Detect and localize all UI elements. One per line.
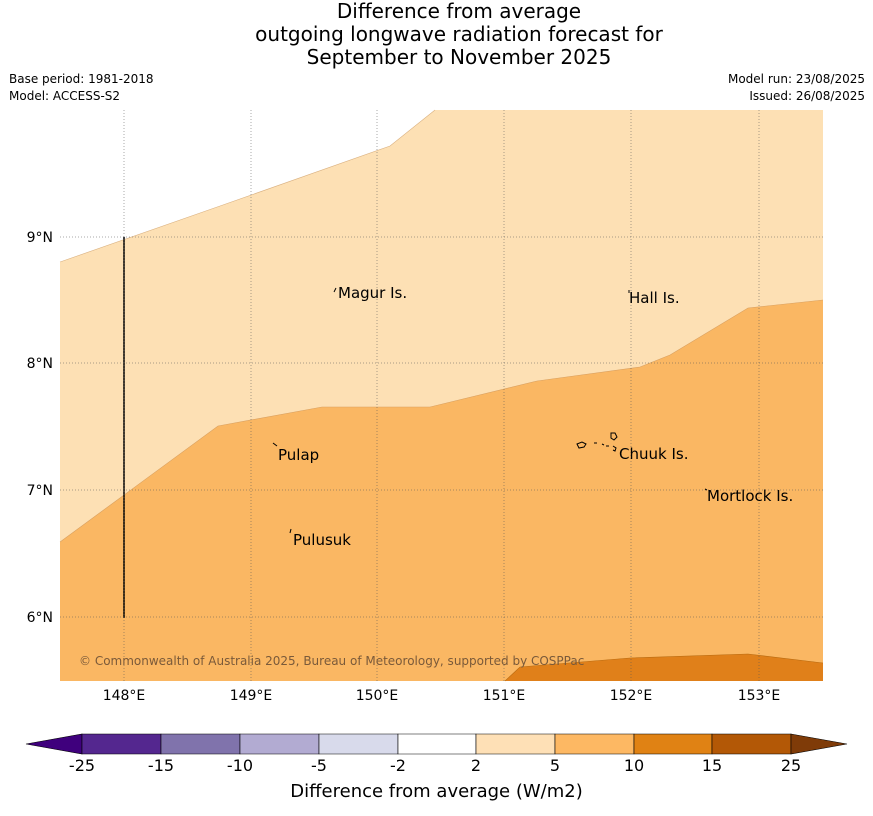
base-period-text: Base period: 1981-2018 xyxy=(9,72,154,86)
lat-tick-label: 7°N xyxy=(27,483,53,499)
colorbar-tick-label: -2 xyxy=(390,756,406,775)
magur-island xyxy=(333,287,337,293)
model-text: Model: ACCESS-S2 xyxy=(9,89,121,103)
colorbar-extend-low xyxy=(25,733,83,755)
lat-tick-label: 9°N xyxy=(27,230,53,246)
colorbar-segment xyxy=(160,733,241,755)
colorbar-segment xyxy=(475,733,556,755)
lon-tick-label: 149°E xyxy=(230,688,273,704)
colorbar-segment xyxy=(633,733,713,755)
label-magur: Magur Is. xyxy=(338,284,407,302)
white-corner xyxy=(60,110,435,262)
map-panel: Magur Is. Hall Is. Pulap Chuuk Is. Mortl… xyxy=(59,109,824,682)
colorbar-segment xyxy=(397,733,477,755)
gridlines xyxy=(60,110,823,681)
pulap-island xyxy=(272,442,278,447)
mortlock-island xyxy=(704,488,708,491)
pulusuk-island xyxy=(289,528,292,534)
contour-boundary-top xyxy=(59,109,436,263)
colorbar-tick-label: 5 xyxy=(549,756,561,775)
label-pulap: Pulap xyxy=(278,446,319,464)
lon-tick-label: 152°E xyxy=(610,688,653,704)
label-mortlock: Mortlock Is. xyxy=(707,487,793,505)
lon-tick-label: 148°E xyxy=(103,688,146,704)
colorbar xyxy=(25,733,848,755)
colorbar-tick-label: 15 xyxy=(701,756,723,775)
title-line-3: September to November 2025 xyxy=(306,45,612,69)
label-pulusuk: Pulusuk xyxy=(293,531,351,549)
colorbar-tick-label: 25 xyxy=(780,756,802,775)
contour-boundary-c xyxy=(504,653,824,682)
colorbar-segment xyxy=(81,733,162,755)
meta-left: Base period: 1981-2018 Model: ACCESS-S2 xyxy=(9,71,154,105)
colorbar-segment xyxy=(554,733,635,755)
label-hall: Hall Is. xyxy=(629,289,680,307)
contour-10-15 xyxy=(505,654,823,681)
model-run-text: Model run: 23/08/2025 xyxy=(727,72,865,86)
lon-tick-label: 151°E xyxy=(483,688,526,704)
colorbar-segment xyxy=(239,733,320,755)
colorbar-tick-labels: -25 -15 -10 -5 -2 2 5 10 15 25 xyxy=(0,756,873,776)
colorbar-tick-label: -10 xyxy=(226,756,254,775)
colorbar-tick-label: 2 xyxy=(470,756,482,775)
colorbar-tick-label: -5 xyxy=(311,756,327,775)
colorbar-segment xyxy=(318,733,399,755)
axis-labels: 148°E 149°E 150°E 151°E 152°E 153°E 9°N 8°N 7°N 6… xyxy=(27,230,781,704)
issued-text: Issued: 26/08/2025 xyxy=(749,89,865,103)
colorbar-tick-label: 10 xyxy=(623,756,645,775)
chart-title: Difference from average outgoing longwav… xyxy=(0,0,873,69)
lat-tick-label: 8°N xyxy=(27,356,53,372)
label-chuuk: Chuuk Is. xyxy=(619,445,688,463)
lon-tick-label: 153°E xyxy=(738,688,781,704)
colorbar-segment xyxy=(711,733,792,755)
title-line-1: Difference from average xyxy=(336,0,582,23)
colorbar-title: Difference from average (W/m2) xyxy=(290,781,583,802)
lon-tick-label: 150°E xyxy=(356,688,399,704)
title-line-2: outgoing longwave radiation forecast for xyxy=(255,22,663,46)
place-labels: Magur Is. Hall Is. Pulap Chuuk Is. Mortl… xyxy=(278,284,793,549)
island-outlines xyxy=(272,287,708,534)
contour-boundary-a xyxy=(59,299,824,543)
colorbar-extend-high xyxy=(790,733,848,755)
meta-right: Model run: 23/08/2025 Issued: 26/08/2025 xyxy=(728,71,865,105)
chuuk-islands xyxy=(576,432,618,452)
colorbar-tick-label: -15 xyxy=(147,756,175,775)
copyright-text: © Commonwealth of Australia 2025, Bureau… xyxy=(79,654,584,668)
lat-tick-label: 6°N xyxy=(27,610,53,626)
colorbar-tick-label: -25 xyxy=(68,756,96,775)
